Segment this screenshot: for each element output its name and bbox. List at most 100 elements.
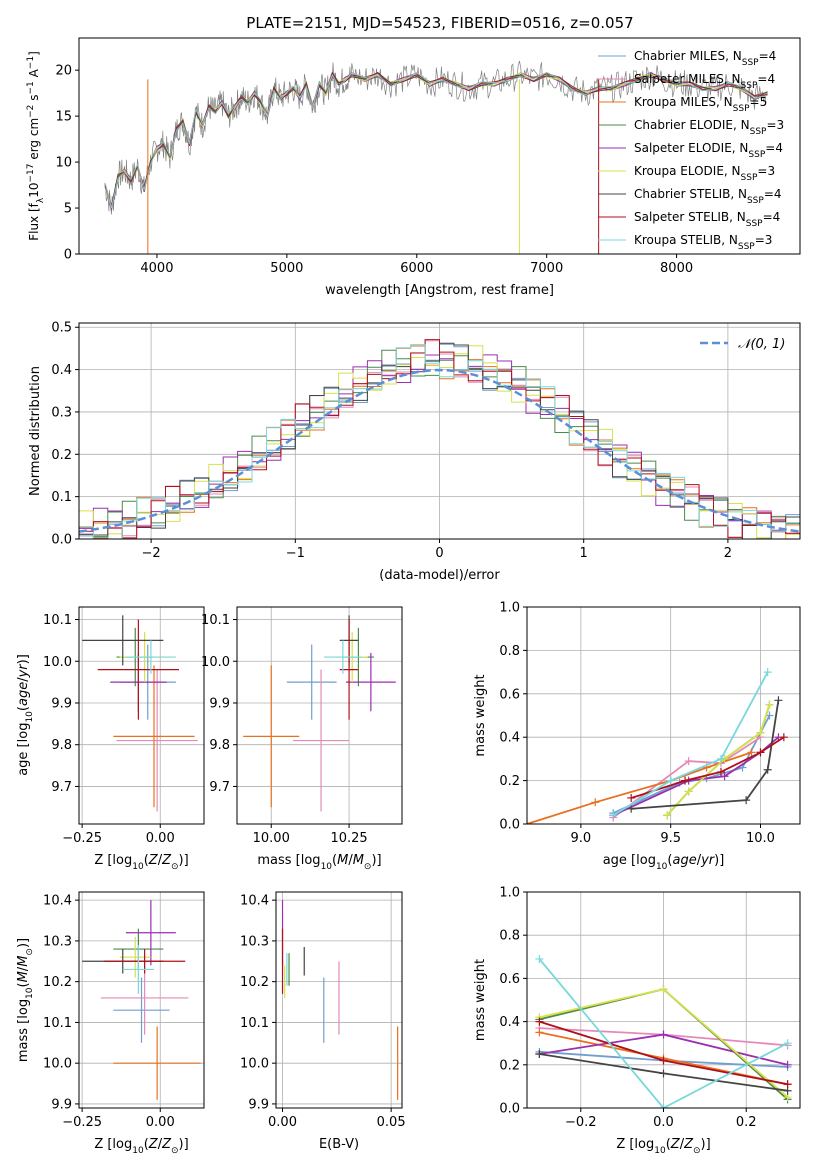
label-part: =3 [757, 164, 775, 178]
label-part: ( [16, 982, 31, 987]
y-tick-label: 9.9 [248, 1097, 269, 1112]
axes-frame [275, 891, 403, 1109]
x-tick-label: 8000 [660, 261, 693, 276]
figure-title: PLATE=2151, MJD=54523, FIBERID=0516, z=0… [246, 14, 633, 32]
weight-marker [681, 776, 690, 785]
weight-line [527, 751, 752, 824]
label-part: M [16, 971, 31, 982]
label-part: 10 [25, 711, 35, 723]
weight-marker [763, 765, 772, 774]
label-part: ⊙ [171, 862, 179, 872]
y-tick-label: 0.2 [499, 1058, 520, 1073]
x-tick-label: −0.25 [62, 831, 102, 846]
legend-entry-label: Salpeter MILES, NSSP=4 [634, 72, 775, 91]
weight-series [535, 954, 792, 1108]
y-tick-label: 10.4 [240, 894, 269, 909]
y-axis-label: age [log10(age/yr)] [16, 654, 35, 776]
error-bar-point [125, 900, 176, 966]
label-part: Chabrier MILES, N [634, 49, 742, 63]
label-part: 10 [321, 862, 333, 872]
label-part: / [348, 853, 353, 868]
x-tick-label: 7000 [530, 261, 563, 276]
weight-line [612, 736, 761, 819]
data-spectrum-line [104, 60, 767, 215]
y-tick-label: 1.0 [499, 601, 520, 616]
y-tick-label: 10.1 [43, 1016, 72, 1031]
label-part: age [672, 853, 696, 868]
x-tick-label: −1 [286, 546, 305, 561]
y-tick-label: 10.0 [43, 655, 72, 670]
y-tick-label: 0.4 [499, 731, 520, 746]
label-part: ( [144, 1137, 149, 1152]
plot-area [527, 892, 800, 1108]
label-part: ( [666, 1137, 671, 1152]
y-tick-label: 10.1 [43, 613, 72, 628]
weight-line [612, 671, 769, 817]
label-part: SSP [748, 150, 765, 160]
mass-weight-vs-metallicity-panel: −0.2 0.0 0.20.00.20.40.60.81.0Z [log10(Z/Z… [473, 886, 801, 1156]
label-part: )] [701, 1137, 711, 1152]
legend-entry-label: Chabrier ELODIE, NSSP=3 [634, 118, 784, 137]
y-tick-label: 0.8 [499, 644, 520, 659]
weight-marker [783, 1039, 792, 1048]
x-tick-label: 10.25 [330, 831, 367, 846]
x-axis-label: E(B-V) [319, 1137, 359, 1152]
label-part: / [16, 966, 31, 971]
y-tick-label: 0.4 [499, 1015, 520, 1030]
x-tick-label: −0.25 [62, 1115, 102, 1130]
error-bar-point [113, 977, 170, 1043]
y-tick-label: 9.8 [51, 738, 72, 753]
x-tick-label: 9.0 [571, 831, 592, 846]
weight-marker [659, 985, 668, 994]
plot-area [527, 607, 800, 824]
y-tick-label: 0.6 [499, 687, 520, 702]
histogram-step-chabrier-stelib [79, 342, 800, 539]
plot-bg [79, 38, 800, 254]
y-tick-label: 0.0 [499, 1102, 520, 1117]
weight-marker [783, 1080, 792, 1089]
error-bar-point [286, 644, 337, 720]
x-tick-label: 9.5 [660, 831, 681, 846]
weight-marker [684, 787, 693, 796]
weight-marker [747, 748, 756, 757]
legend-entry-label: Kroupa MILES, NSSP=5 [634, 95, 767, 114]
weight-marker [627, 793, 636, 802]
x-tick-label: 0.0 [653, 1115, 674, 1130]
label-part: )] [16, 938, 31, 948]
y-axis-label: mass weight [473, 674, 488, 756]
axes-frame [78, 37, 801, 255]
legend: 𝒩(0, 1) [700, 337, 785, 352]
y-tick-label: 10.2 [240, 975, 269, 990]
label-part: −1 [26, 56, 36, 69]
weight-marker [774, 696, 783, 705]
weight-line [631, 700, 780, 810]
legend-entry-label: Chabrier MILES, NSSP=4 [634, 49, 776, 68]
error-bar-point [113, 1026, 201, 1100]
plot-area [276, 892, 402, 1108]
label-part: yr [700, 853, 716, 868]
error-bar-point [345, 652, 396, 712]
label-part: SSP [746, 219, 763, 229]
y-tick-label: 0.1 [51, 490, 72, 505]
plot-area [237, 607, 402, 824]
weight-marker [763, 668, 772, 677]
x-axis-label: age [log10(age/yr)] [603, 853, 725, 872]
label-part: −1 [26, 81, 36, 94]
label-part: ( [144, 853, 149, 868]
y-tick-label: 20 [55, 64, 72, 79]
label-part: 10 [654, 1146, 666, 1156]
legend-entry-label: Chabrier STELIB, NSSP=4 [634, 187, 782, 206]
y-tick-label: 9.9 [209, 696, 230, 711]
weight-marker [783, 1060, 792, 1069]
error-bar-point [293, 669, 350, 812]
y-tick-label: 0.6 [499, 972, 520, 987]
weight-marker [663, 811, 672, 820]
residual-histogram-panel: −2 −1 0 1 2 0.0 0.1 0.2 0.3 0.4 0.5 (data-model)/er… [28, 321, 801, 583]
label-part: ] [27, 51, 41, 56]
y-tick-label: 10.3 [240, 934, 269, 949]
label-part: M [16, 956, 31, 967]
plot-area [79, 607, 204, 824]
axes-frame [78, 891, 205, 1109]
label-part: Z [161, 1137, 172, 1152]
legend: Chabrier MILES, NSSP=4 Salpeter MILES, NS… [598, 49, 784, 252]
